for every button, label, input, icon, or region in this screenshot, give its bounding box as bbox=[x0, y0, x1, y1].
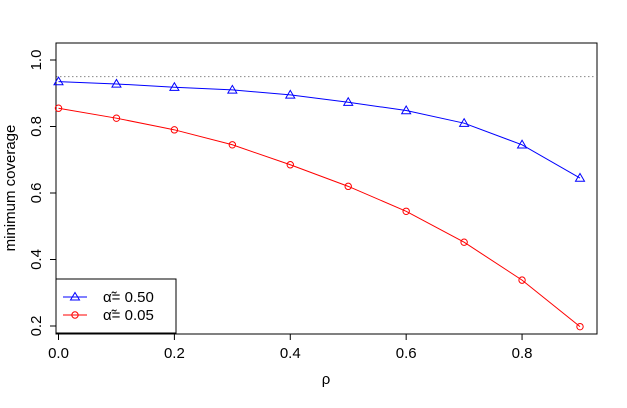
legend-box bbox=[55, 278, 177, 334]
data-point-triangle bbox=[53, 76, 64, 86]
data-point-circle bbox=[344, 182, 352, 191]
y-tick-label: 0.6 bbox=[28, 183, 45, 204]
data-point-circle bbox=[402, 207, 410, 215]
data-point-triangle bbox=[574, 172, 586, 182]
x-tick-label: 0.2 bbox=[164, 345, 185, 362]
data-point-triangle bbox=[111, 78, 122, 88]
legend: α̃= 0.50 α̃= 0.05 bbox=[55, 278, 177, 334]
data-point-circle bbox=[286, 161, 294, 169]
series-line bbox=[58, 107, 581, 328]
data-point-triangle bbox=[284, 89, 296, 99]
data-point-circle bbox=[518, 276, 526, 284]
legend-label-series-1: α̃= 0.50 bbox=[103, 289, 154, 306]
series-line bbox=[58, 81, 581, 179]
data-point-triangle bbox=[516, 139, 528, 149]
legend-label-series-2: α̃= 0.05 bbox=[103, 307, 154, 324]
data-point-triangle bbox=[342, 96, 354, 106]
legend-circle-icon bbox=[71, 311, 79, 319]
x-tick-label: 0.0 bbox=[48, 345, 69, 362]
data-point-circle bbox=[112, 114, 121, 122]
y-tick-label: 0.2 bbox=[28, 316, 45, 337]
data-point-triangle bbox=[169, 81, 180, 91]
y-tick-label: 1.0 bbox=[28, 50, 45, 71]
data-point-triangle bbox=[400, 105, 412, 115]
data-point-circle bbox=[460, 238, 468, 246]
y-tick-label: 0.4 bbox=[28, 249, 45, 270]
data-point-triangle bbox=[458, 117, 470, 127]
data-point-circle bbox=[54, 104, 63, 112]
data-point-triangle bbox=[226, 84, 238, 94]
legend-triangle-icon bbox=[69, 291, 81, 301]
y-axis-label: minimum coverage bbox=[2, 125, 19, 252]
y-tick-label: 0.8 bbox=[28, 116, 45, 137]
x-axis-label: ρ bbox=[322, 371, 331, 388]
data-point-circle bbox=[170, 126, 179, 134]
data-point-circle bbox=[228, 141, 237, 149]
x-tick-label: 0.6 bbox=[396, 345, 417, 362]
data-point-circle bbox=[576, 322, 584, 331]
x-tick-label: 0.4 bbox=[280, 345, 301, 362]
axes-layer: 0.0 0.2 0.4 0.6 0.80.20.40.60.81.0 bbox=[28, 50, 532, 362]
x-tick-label: 0.8 bbox=[512, 345, 533, 362]
series-2 bbox=[54, 104, 584, 331]
series-1 bbox=[53, 76, 586, 182]
series-layer bbox=[53, 76, 586, 331]
